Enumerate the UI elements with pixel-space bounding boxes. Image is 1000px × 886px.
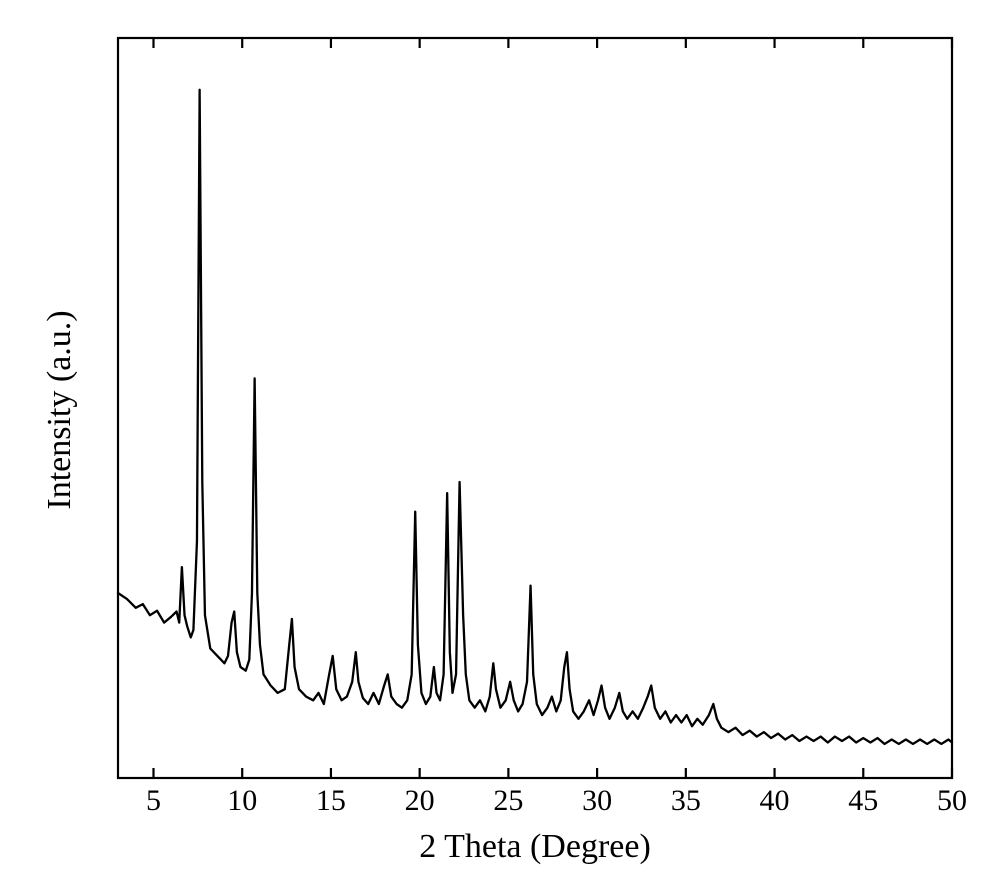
y-axis-label: Intensity (a.u.): [41, 210, 79, 610]
x-tick-label: 5: [146, 784, 161, 818]
x-tick-label: 30: [582, 784, 612, 818]
x-tick-label: 35: [671, 784, 701, 818]
chart-svg: [0, 0, 1000, 886]
x-tick-label: 20: [405, 784, 435, 818]
xrd-chart-figure: Intensity (a.u.) 2 Theta (Degree) 5 10 15 2…: [0, 0, 1000, 886]
x-axis-label: 2 Theta (Degree): [385, 828, 685, 866]
x-tick-label: 25: [493, 784, 523, 818]
x-tick-label: 15: [316, 784, 346, 818]
x-tick-label: 45: [848, 784, 878, 818]
x-tick-label: 10: [227, 784, 257, 818]
x-tick-label: 50: [937, 784, 967, 818]
x-tick-label: 40: [760, 784, 790, 818]
